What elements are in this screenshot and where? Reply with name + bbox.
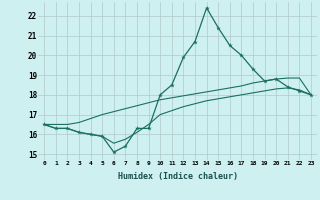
X-axis label: Humidex (Indice chaleur): Humidex (Indice chaleur) <box>118 172 238 181</box>
